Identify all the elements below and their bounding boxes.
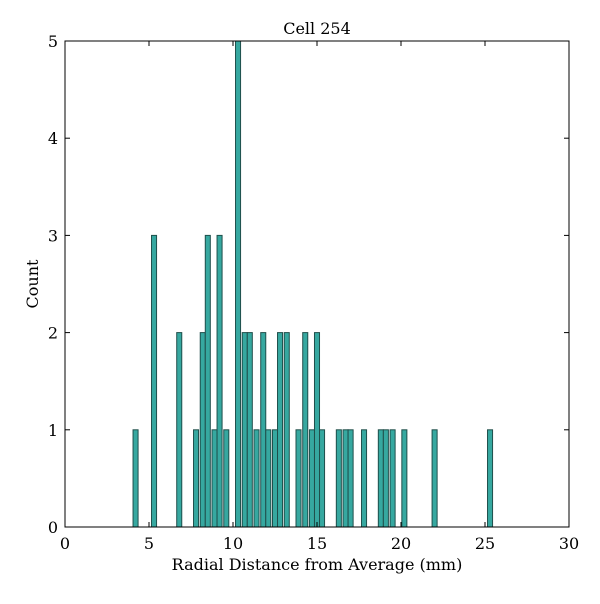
histogram-bar bbox=[401, 429, 408, 528]
y-tick-label: 5 bbox=[48, 32, 58, 51]
x-tick-label: 30 bbox=[559, 534, 579, 553]
histogram-bar bbox=[260, 332, 267, 528]
x-tick-label: 20 bbox=[391, 534, 411, 553]
histogram-bar bbox=[271, 429, 279, 528]
chart-title: Cell 254 bbox=[283, 19, 351, 38]
histogram-bar bbox=[216, 234, 223, 528]
histogram-bar bbox=[302, 332, 309, 528]
x-tick-label: 10 bbox=[223, 534, 243, 553]
histogram-bar bbox=[193, 429, 200, 528]
y-tick-label: 4 bbox=[48, 129, 58, 148]
ticks-layer: 0 5 10 15 20 25 30 0 1 2 3 4 5 bbox=[48, 32, 579, 553]
histogram-bar bbox=[347, 429, 354, 528]
histogram-bar bbox=[389, 429, 396, 528]
histogram-bar bbox=[241, 332, 248, 528]
histogram-bar bbox=[132, 429, 139, 528]
histogram-bar bbox=[265, 429, 272, 528]
histogram-bar bbox=[176, 332, 183, 528]
y-tick-label: 0 bbox=[48, 518, 58, 537]
x-axis-label: Radial Distance from Average (mm) bbox=[172, 555, 463, 574]
histogram-bar bbox=[335, 429, 342, 528]
histogram-bar bbox=[204, 234, 211, 528]
x-tick-label: 5 bbox=[144, 534, 154, 553]
histogram-bar bbox=[319, 429, 326, 528]
histogram-bar bbox=[151, 234, 158, 528]
histogram-bar bbox=[487, 429, 494, 528]
histogram-bar bbox=[361, 429, 368, 528]
histogram-bar bbox=[246, 332, 253, 528]
histogram-bar bbox=[253, 429, 260, 528]
y-tick-label: 2 bbox=[48, 324, 58, 343]
histogram-bar bbox=[377, 429, 384, 528]
histogram-bar bbox=[308, 429, 315, 528]
histogram-bar bbox=[235, 40, 242, 528]
y-tick-label: 1 bbox=[48, 421, 58, 440]
histogram-bar bbox=[382, 429, 389, 528]
histogram-bar bbox=[431, 429, 438, 528]
x-tick-label: 25 bbox=[475, 534, 495, 553]
y-tick-label: 3 bbox=[48, 226, 58, 245]
histogram-bar bbox=[283, 332, 290, 528]
histogram-bar bbox=[199, 332, 206, 528]
histogram-bar bbox=[211, 429, 218, 528]
histogram-bar bbox=[342, 429, 349, 528]
histogram-bar bbox=[313, 332, 321, 528]
x-tick-label: 15 bbox=[307, 534, 327, 553]
histogram-bar bbox=[295, 429, 302, 528]
histogram-bar bbox=[223, 429, 230, 528]
histogram-bar bbox=[277, 332, 284, 528]
y-axis-label: Count bbox=[23, 259, 42, 308]
x-tick-label: 0 bbox=[60, 534, 70, 553]
